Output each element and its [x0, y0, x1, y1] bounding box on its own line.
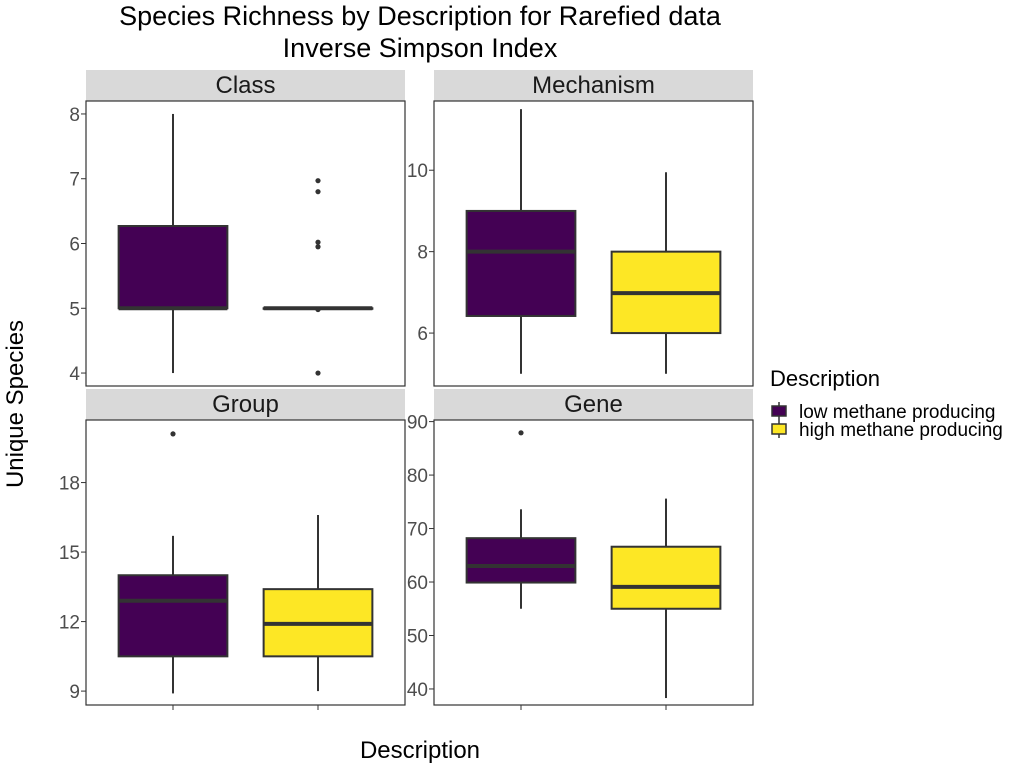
legend-title: Description: [770, 366, 880, 391]
panel-border-group: [85, 419, 406, 706]
facet-panels: Class 4 5 6 7 8 Mechanism 6 8 10 Group 9 12 15 18 Gene 4…: [59, 70, 754, 710]
y-tick-label: 90: [407, 413, 428, 434]
panel-strip-group: [86, 389, 405, 420]
panel-class: Class 4 5 6 7 8: [69, 70, 406, 387]
panel-strip-label-mechanism: Mechanism: [532, 72, 655, 99]
outlier-point-low-methane-producing: [170, 431, 176, 437]
outlier-point-high-methane-producing: [315, 306, 321, 313]
panel-strip-mechanism: [434, 70, 753, 101]
y-tick-label: 8: [417, 243, 428, 264]
box-low-methane-producing: [465, 209, 577, 317]
y-tick-label: 60: [407, 573, 428, 594]
box-low-methane-producing: [117, 225, 229, 310]
panel-background-group: [86, 420, 405, 705]
y-tick-label: 18: [59, 474, 80, 495]
outlier-point-high-methane-producing: [315, 244, 321, 250]
legend-key-high-methane-producing: [771, 423, 787, 435]
y-tick-label: 15: [59, 543, 80, 564]
y-tick-label: 70: [407, 520, 428, 541]
outlier-point-high-methane-producing: [315, 189, 321, 195]
panel-border-mechanism: [433, 100, 754, 387]
y-tick-label: 6: [69, 235, 80, 256]
y-tick-label: 40: [407, 680, 428, 701]
chart-title-line1: Species Richness by Description for Rare…: [119, 1, 722, 31]
y-tick-label: 10: [407, 161, 428, 182]
y-axis-title: Unique Species: [2, 320, 29, 488]
y-tick-label: 7: [69, 170, 80, 191]
y-tick-label: 9: [69, 682, 80, 703]
y-tick-label: 6: [417, 324, 428, 345]
outlier-point-high-methane-producing: [315, 178, 321, 184]
x-axis-title: Description: [360, 737, 480, 764]
legend-label-low-methane-producing: low methane producing: [799, 402, 995, 423]
y-tick-label: 80: [407, 466, 428, 487]
y-tick-label: 50: [407, 626, 428, 647]
panel-strip-label-gene: Gene: [564, 391, 623, 418]
y-tick-label: 5: [69, 299, 80, 320]
box-low-methane-producing: [465, 537, 577, 584]
panel-strip-label-class: Class: [215, 72, 275, 99]
panel-strip-class: [86, 70, 405, 101]
panel-group: Group 9 12 15 18: [59, 389, 406, 710]
box-high-methane-producing: [610, 545, 722, 610]
y-tick-label: 8: [69, 105, 80, 126]
panel-border-gene: [433, 419, 754, 706]
outlier-point-low-methane-producing: [518, 430, 524, 436]
outlier-point-high-methane-producing: [315, 239, 321, 245]
legend-label-high-methane-producing: high methane producing: [799, 420, 1003, 441]
panel-strip-label-group: Group: [212, 391, 279, 418]
y-tick-label: 12: [59, 613, 80, 634]
y-tick-label: 4: [69, 364, 80, 385]
panel-border-class: [85, 100, 406, 387]
box-low-methane-producing: [117, 574, 229, 658]
outlier-point-high-methane-producing: [315, 370, 321, 376]
panel-strip-gene: [434, 389, 753, 420]
panel-gene: Gene 40 50 60 70 80 90: [407, 389, 754, 710]
legend-key-low-methane-producing: [771, 405, 787, 417]
panel-mechanism: Mechanism 6 8 10: [407, 70, 754, 387]
chart-title-line2: Inverse Simpson Index: [283, 33, 558, 63]
